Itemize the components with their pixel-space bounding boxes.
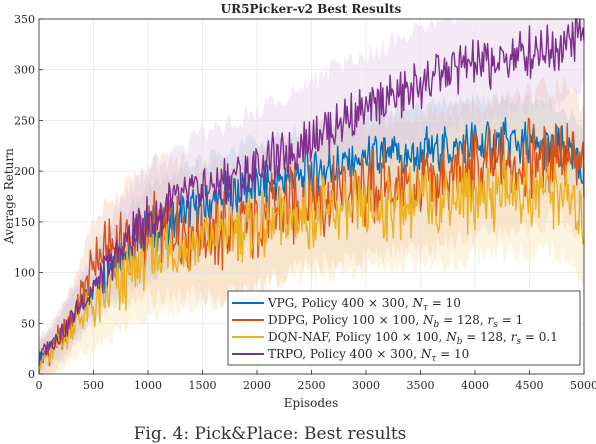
x-tick-label: 2500 [298,379,326,392]
x-tick-label: 5000 [570,379,596,392]
legend-entry-4: TRPO, Policy 400 × 300, Nτ = 10 [268,347,469,364]
chart-title: UR5Picker-v2 Best Results [221,2,402,16]
y-tick-label: 150 [14,216,35,229]
legend-entry-1: VPG, Policy 400 × 300, Nτ = 10 [267,296,461,313]
y-tick-label: 200 [14,165,35,178]
x-tick-label: 3000 [352,379,380,392]
y-axis-label: Average Return [2,148,16,245]
x-tick-label: 4500 [516,379,544,392]
legend-entry-3: DQN-NAF, Policy 100 × 100, Nb = 128, rs … [268,330,558,347]
series-line-3 [38,154,585,374]
x-tick-label: 0 [36,379,43,392]
x-axis-label: Episodes [284,396,339,410]
legend-box [227,290,581,366]
x-tick-label: 3500 [407,379,435,392]
y-tick-label: 250 [14,114,35,127]
y-tick-label: 100 [14,267,35,280]
legend-entry-2: DDPG, Policy 100 × 100, Nb = 128, rs = 1 [268,313,523,330]
x-tick-label: 2000 [243,379,271,392]
x-tick-label: 1000 [134,379,162,392]
x-tick-label: 1500 [189,379,217,392]
y-tick-label: 0 [28,368,35,381]
figure-caption: Fig. 4: Pick&Place: Best results [134,424,407,444]
x-tick-label: 500 [83,379,104,392]
y-tick-label: 300 [14,64,35,77]
series-line-4 [38,18,585,358]
series-band-1 [39,90,584,373]
x-tick-label: 4000 [461,379,489,392]
y-tick-label: 50 [21,317,35,330]
y-tick-label: 350 [14,13,35,26]
